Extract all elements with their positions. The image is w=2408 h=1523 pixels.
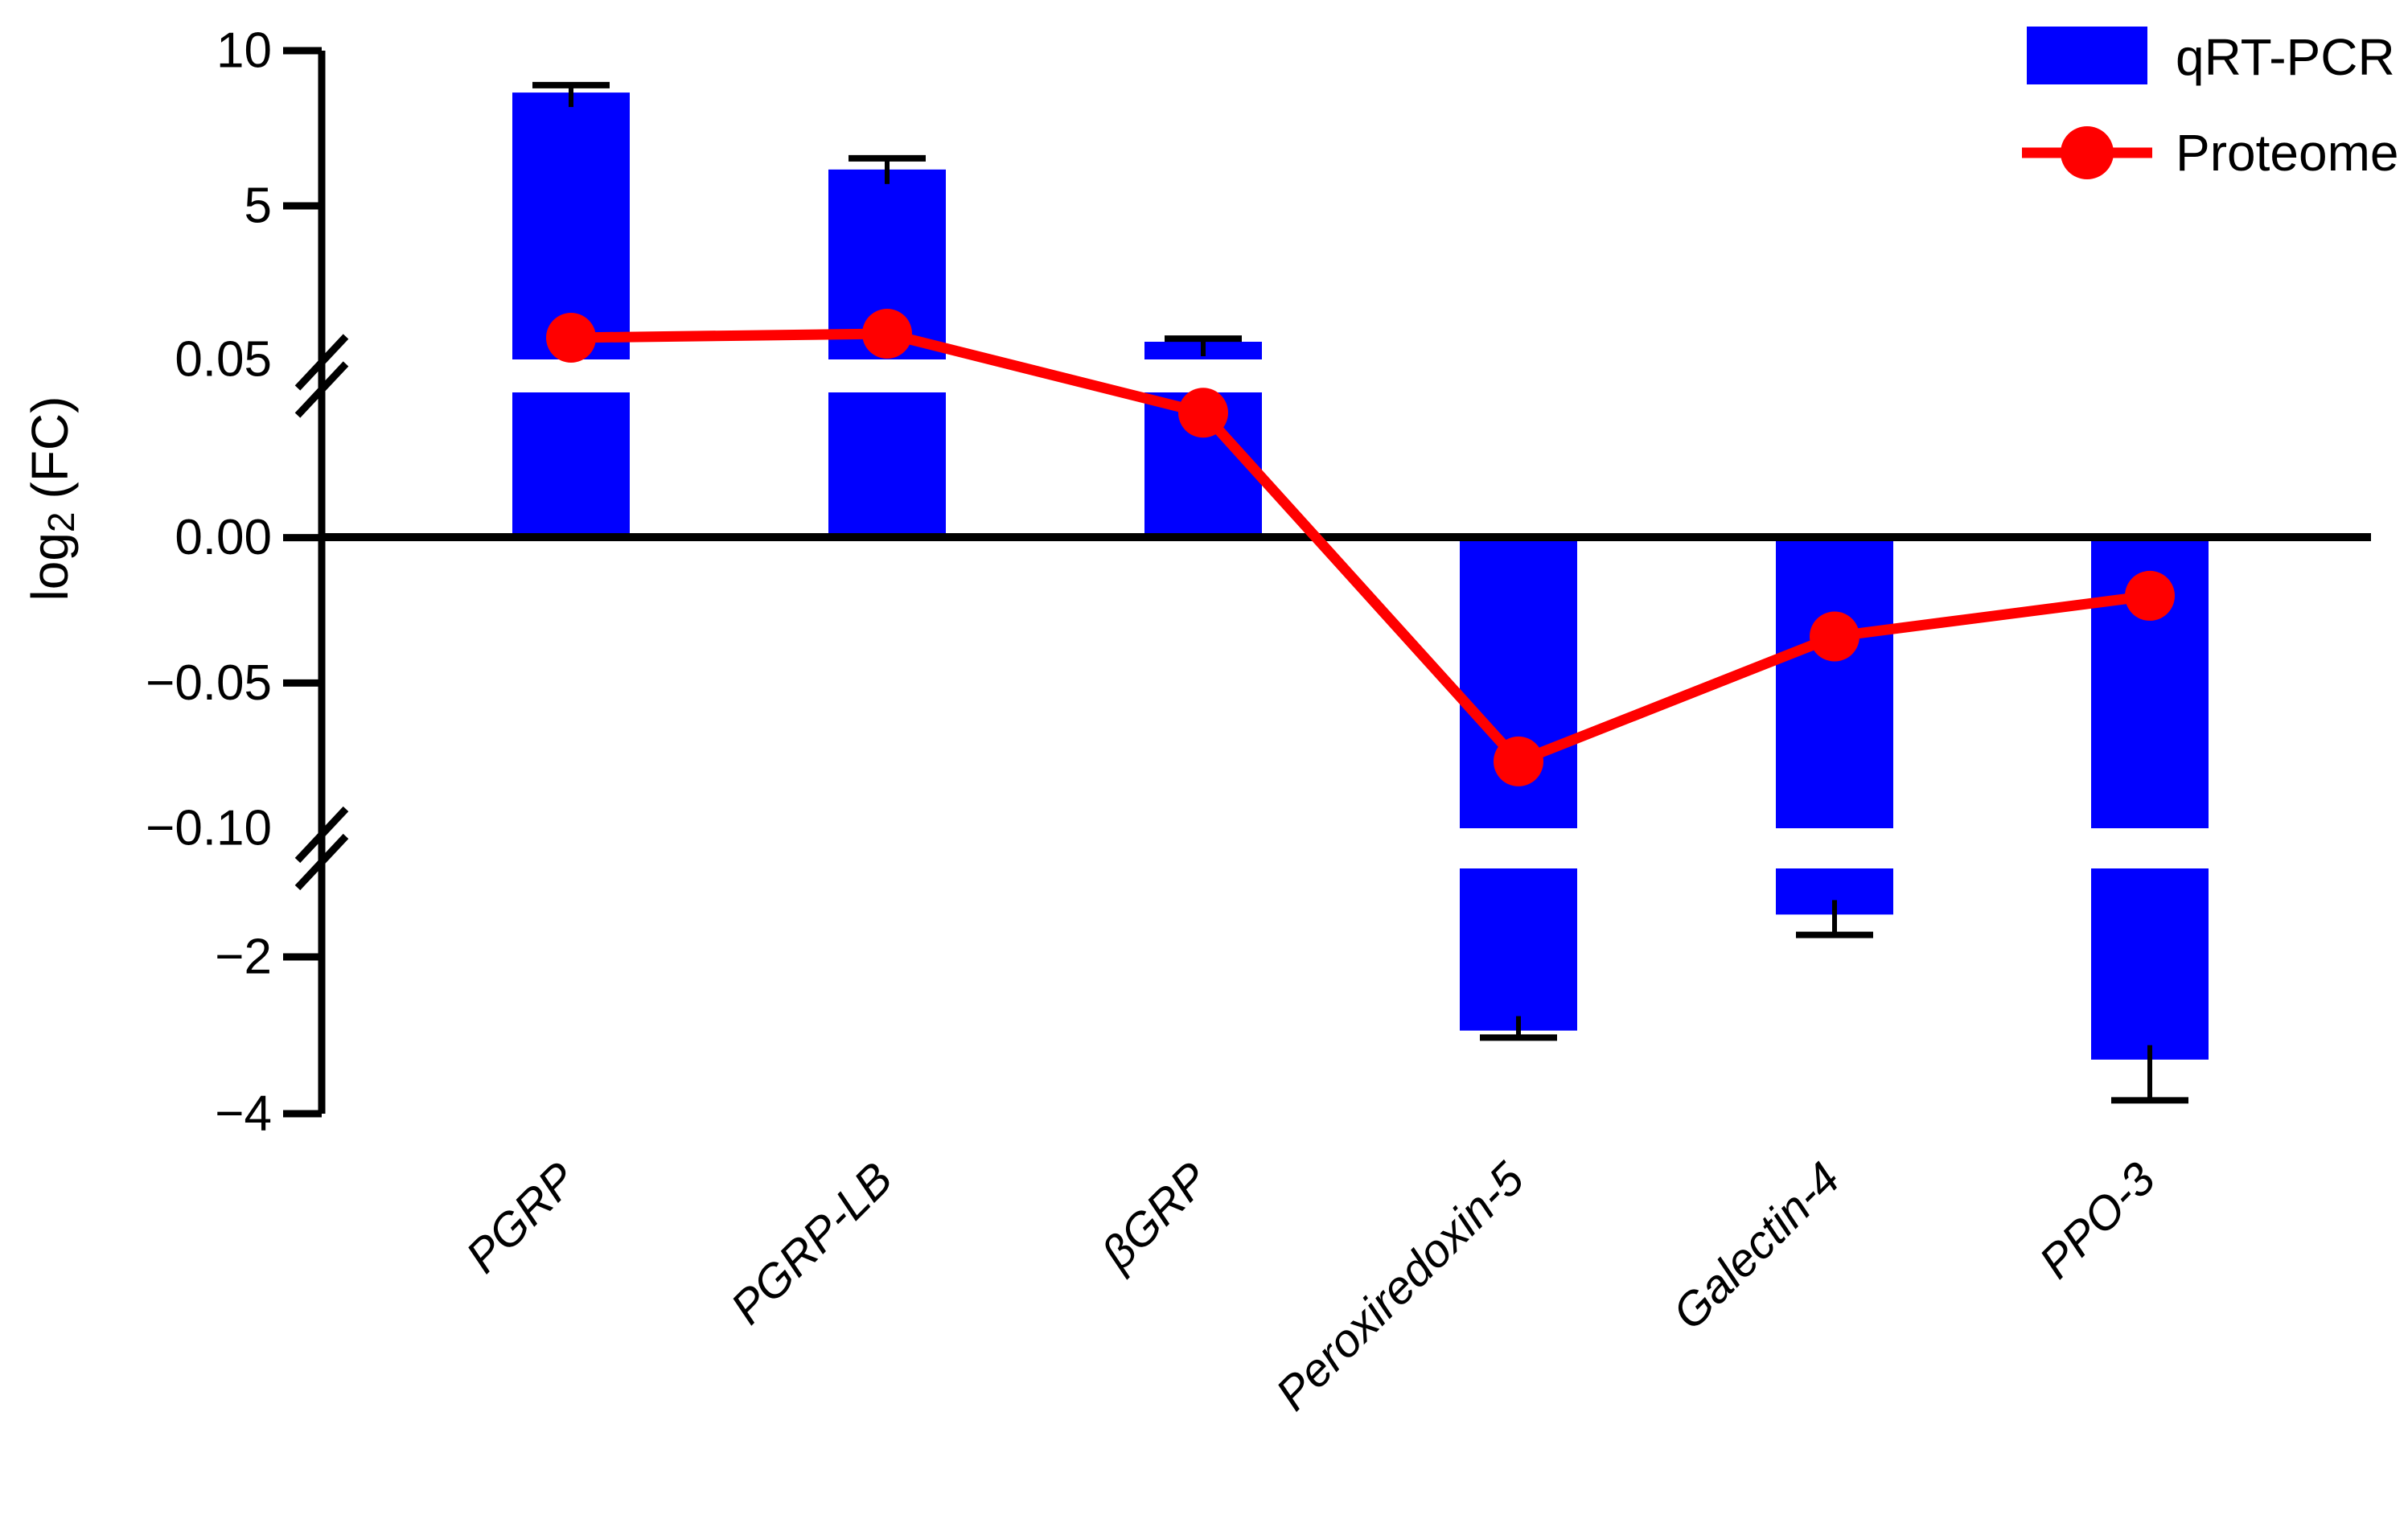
ylabel-rest: (FC)	[21, 396, 79, 499]
axis-break-0-slash-1	[294, 361, 349, 418]
bar-Galectin-4-part0	[1776, 537, 1893, 828]
legend-line-marker	[2061, 126, 2114, 179]
proteome-point-Galectin-4	[1810, 611, 1859, 662]
x-label-Galectin-4: Galectin-4	[1662, 1152, 1850, 1340]
y-tick-label-5: 5	[244, 178, 272, 233]
y-tick-label-−4: −4	[215, 1086, 272, 1142]
bar-PPO-3-part1	[2091, 868, 2209, 1060]
x-label-βGRP: βGRP	[1091, 1152, 1219, 1281]
proteome-line	[570, 328, 2151, 768]
x-label-Peroxiredoxin-5: Peroxiredoxin-5	[1266, 1152, 1535, 1421]
axis-break-0-slash-0	[294, 334, 349, 391]
axes	[318, 51, 2371, 1114]
legend-line-label: Proteome	[2176, 124, 2398, 182]
y-tick-label-0.00: 0.00	[175, 510, 272, 565]
bar-PGRP-LB-part1	[828, 392, 946, 537]
bars-layer	[512, 92, 2209, 1060]
axis-break-1-slash-1	[294, 833, 349, 891]
proteome-line-layer	[546, 308, 2175, 786]
svg-text:log2(FC): log2 (FC)	[21, 396, 82, 601]
y-tick-label-0.05: 0.05	[175, 332, 272, 388]
ylabel-base: log	[21, 532, 79, 601]
proteome-point-PGRP	[546, 312, 596, 363]
x-label-PGRP: PGRP	[456, 1152, 586, 1283]
bar-PGRP-part1	[512, 392, 630, 537]
y-tick-label-−0.05: −0.05	[146, 655, 272, 711]
ylabel-sub: 2	[40, 511, 82, 532]
proteome-point-βGRP	[1178, 388, 1228, 438]
proteome-point-PPO-3	[2125, 570, 2175, 621]
axis-break-1-slash-0	[294, 806, 349, 864]
y-tick-label-−0.10: −0.10	[146, 801, 272, 856]
bar-Peroxiredoxin-5-part1	[1460, 868, 1577, 1031]
y-tick-label-−2: −2	[215, 929, 272, 984]
legend-bar-label: qRT-PCR	[2176, 28, 2395, 86]
legend: qRT-PCR Proteome	[2022, 27, 2398, 182]
y-ticks-layer: 10 5 0.05 0.00 −0.05 −0.10 −2 −4	[146, 23, 322, 1142]
axis-breaks-layer	[294, 334, 349, 891]
x-label-PGRP-LB: PGRP-LB	[721, 1152, 902, 1334]
error-bars-layer	[532, 81, 2188, 1104]
proteome-point-Peroxiredoxin-5	[1494, 736, 1543, 786]
legend-bar-swatch	[2027, 27, 2147, 84]
y-axis-title: log2 (FC)	[21, 396, 82, 601]
x-label-PPO-3: PPO-3	[2029, 1152, 2165, 1288]
proteome-point-PGRP-LB	[862, 308, 912, 359]
y-tick-label-10: 10	[216, 23, 272, 79]
x-category-labels: PGRP PGRP-LB βGRP Peroxiredoxin-5 Galectin-4…	[456, 1152, 2165, 1421]
